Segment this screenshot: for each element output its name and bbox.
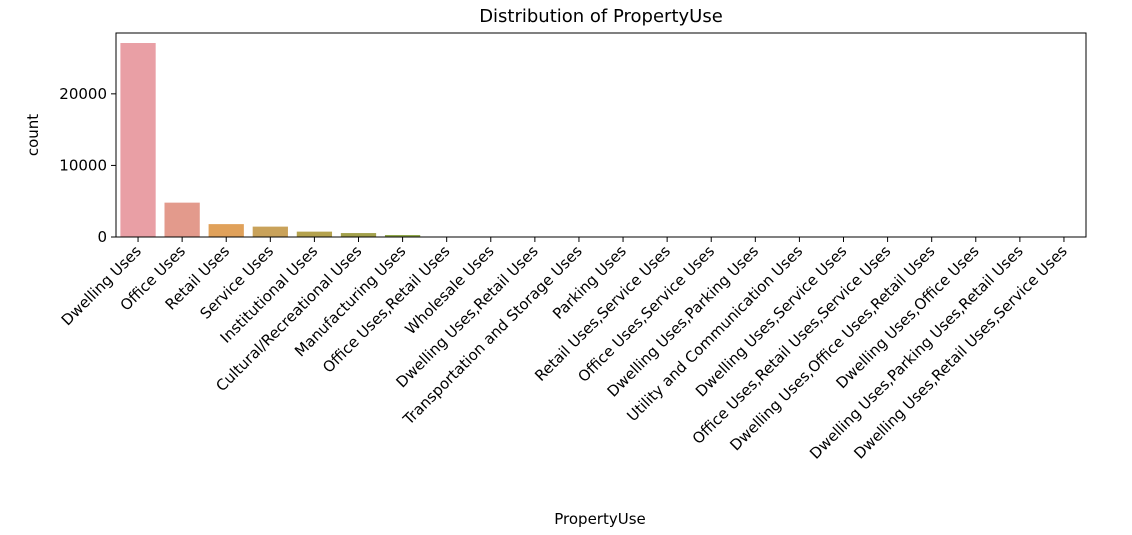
y-axis: 0 10000 20000 [59, 85, 116, 246]
bar-1 [164, 202, 200, 237]
y-tick-label: 0 [97, 228, 107, 246]
bar-5 [340, 233, 377, 237]
x-axis-title: PropertyUse [554, 510, 646, 528]
bar-0 [120, 43, 156, 237]
bar-6 [384, 235, 421, 237]
y-tick-label: 20000 [59, 85, 107, 103]
bar-3 [252, 226, 288, 237]
y-axis-title: count [24, 114, 42, 156]
bar-2 [208, 224, 244, 237]
y-tick-label: 10000 [59, 156, 107, 174]
chart-title: Distribution of PropertyUse [479, 6, 723, 27]
bar-4 [296, 231, 333, 237]
plot-area [115, 32, 1087, 238]
plot-frame [115, 32, 1087, 238]
